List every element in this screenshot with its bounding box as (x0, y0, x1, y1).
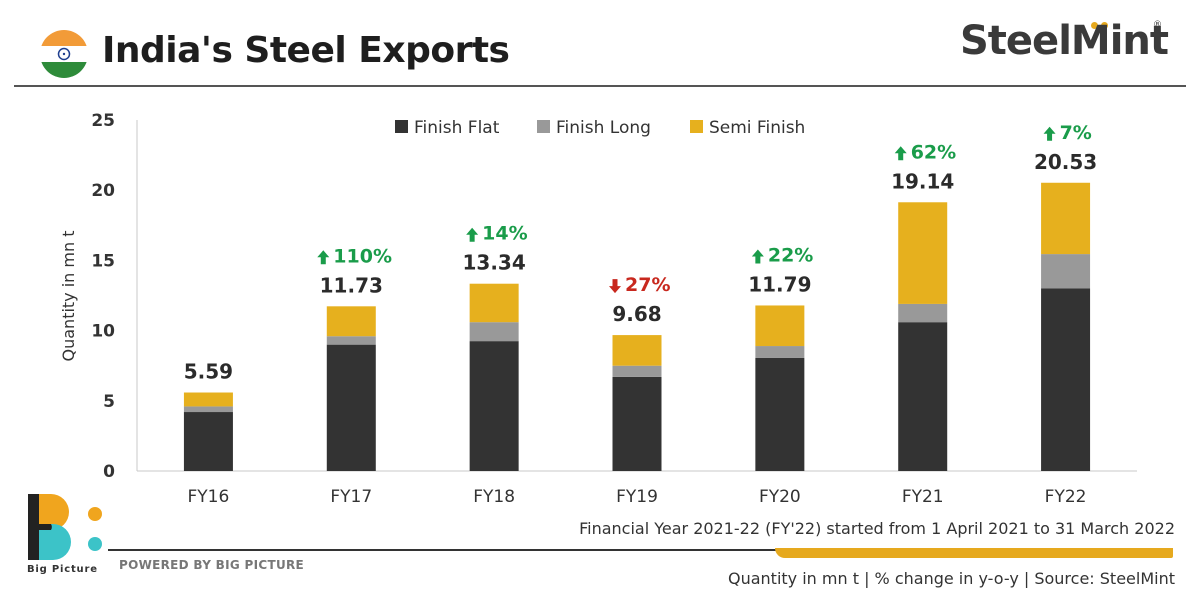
bar-segment-finish-flat (755, 357, 805, 471)
y-tick-label: 15 (91, 251, 115, 271)
yoy-change-label: 27% (625, 274, 670, 296)
data-labels: 5.59 11.73 110% 13.34 14% 9.68 27% 11.79 22% 19.1… (184, 122, 1097, 384)
legend: Finish Flat Finish Long Semi Finish (395, 118, 805, 138)
total-label: 11.73 (320, 273, 383, 297)
total-label: 20.53 (1034, 150, 1097, 174)
bar-segment-finish-flat (1041, 288, 1091, 471)
yoy-change-label: 14% (482, 223, 527, 245)
page-title: India's Steel Exports (102, 30, 510, 71)
legend-swatch (537, 120, 550, 133)
big-picture-logo-text: Big Picture (27, 564, 98, 575)
bar-segment-semi-finish (326, 306, 376, 337)
bar-segment-finish-long (898, 303, 948, 323)
bar-segment-finish-flat (612, 376, 662, 471)
y-tick-label: 10 (91, 322, 115, 342)
x-tick-label: FY22 (1045, 487, 1087, 507)
logo-dots (1091, 14, 1111, 33)
header-divider (14, 85, 1186, 87)
powered-by-text: POWERED BY BIG PICTURE (119, 558, 305, 572)
x-tick-label: FY20 (759, 487, 801, 507)
bar-segment-finish-flat (469, 341, 519, 471)
x-tick-label: FY19 (616, 487, 658, 507)
arrow-down-icon (609, 279, 621, 294)
x-tick-label: FY18 (473, 487, 515, 507)
bar-segment-finish-long (612, 365, 662, 377)
bar-segment-finish-flat (898, 322, 948, 471)
legend-swatch (690, 120, 703, 133)
india-flag-icon (40, 30, 88, 78)
legend-label: Finish Flat (414, 118, 500, 138)
legend-label: Finish Long (556, 118, 651, 138)
bar-segment-finish-flat (183, 412, 233, 471)
bar-segment-semi-finish (469, 283, 519, 323)
fiscal-year-note: Financial Year 2021-22 (FY'22) started f… (579, 519, 1175, 538)
yoy-change-label: 62% (911, 141, 956, 163)
y-tick-label: 25 (91, 111, 115, 131)
source-note: Quantity in mn t | % change in y-o-y | S… (728, 569, 1175, 588)
yoy-change-label: 22% (768, 244, 813, 266)
total-label: 9.68 (612, 302, 661, 326)
y-axis-title: Quantity in mn t (59, 231, 78, 362)
total-label: 5.59 (184, 360, 233, 384)
arrow-up-icon (751, 249, 764, 264)
arrow-up-icon (317, 250, 330, 265)
bar-segment-finish-long (326, 336, 376, 345)
yoy-change-label: 110% (333, 245, 392, 267)
bar-segment-semi-finish (1041, 182, 1091, 255)
x-tick-label: FY21 (902, 487, 944, 507)
total-label: 13.34 (463, 251, 526, 275)
registered-mark: ® (1153, 20, 1162, 30)
brand-name: SteelMint (960, 18, 1169, 64)
bar-segment-finish-long (1041, 254, 1091, 289)
bar-segment-semi-finish (755, 305, 805, 347)
arrow-up-icon (894, 146, 907, 161)
x-tick-label: FY16 (188, 487, 230, 507)
footer-accent-bar (775, 548, 1173, 558)
x-axis: FY16 FY17 FY18 FY19 FY20 FY21 FY22 (137, 470, 1137, 507)
y-tick-label: 0 (103, 462, 115, 482)
legend-swatch (395, 120, 408, 133)
yoy-change-label: 7% (1060, 122, 1092, 144)
total-label: 11.79 (748, 272, 811, 296)
bar-segment-semi-finish (183, 392, 233, 407)
total-label: 19.14 (891, 169, 954, 193)
y-tick-label: 20 (91, 181, 115, 201)
bar-segment-finish-flat (326, 344, 376, 471)
x-tick-label: FY17 (330, 487, 372, 507)
bars (183, 182, 1091, 471)
y-tick-label: 5 (103, 392, 115, 412)
big-picture-logo (28, 494, 102, 560)
bar-segment-finish-long (469, 322, 519, 342)
footer-divider (108, 549, 1173, 551)
bar-segment-semi-finish (898, 202, 948, 304)
steelmint-logo: SteelMint ® (960, 14, 1170, 70)
y-axis: 0 5 10 15 20 25 (91, 111, 138, 482)
bar-segment-finish-long (755, 346, 805, 358)
arrow-up-icon (1043, 126, 1056, 141)
legend-label: Semi Finish (709, 118, 805, 138)
bar-segment-semi-finish (612, 335, 662, 366)
arrow-up-icon (466, 227, 479, 242)
bar-segment-finish-long (183, 406, 233, 413)
